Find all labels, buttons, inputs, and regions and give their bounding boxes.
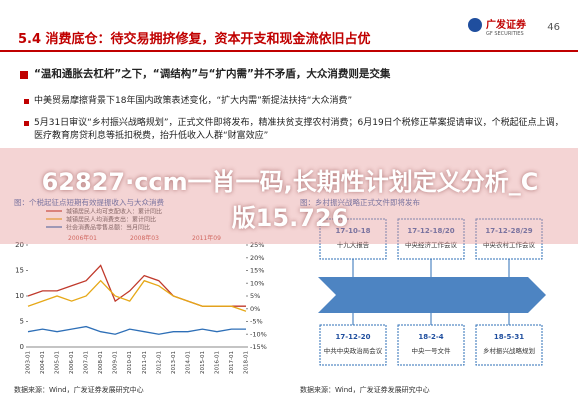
y-tick-label: 0 <box>20 343 24 351</box>
source: 数据来源：Wind，广发证券发展研究中心 <box>14 386 144 394</box>
logo-subtext: GF SECURITIES <box>486 31 524 37</box>
timeline-label: 十九大报告 <box>337 240 370 249</box>
timeline-box <box>319 218 387 260</box>
x-tick-label: 2008-01 <box>98 351 104 374</box>
timeline-date: 17-10-18 <box>335 227 370 235</box>
y-tick-label: 20 <box>15 241 24 249</box>
chart-caption: 图：乡村振兴战略正式文件即将发布 <box>300 198 420 207</box>
timeline-label: 中共中央政治局会议 <box>324 346 383 355</box>
annotation: 2006年01 <box>68 234 97 242</box>
source: 数据来源：Wind，广发证券发展研究中心 <box>300 386 430 394</box>
y2-tick-label: 5% <box>250 292 260 300</box>
series-line <box>27 264 246 307</box>
header: 5.4 消费底仓：待交易拥挤修复，资本开支和现金流依旧占优 广发证券 GF SE… <box>0 0 578 52</box>
bullet: 中美贸易摩擦背景下18年国内政策表述变化，“扩大内需”新提法扶持“大众消费” <box>24 95 564 108</box>
y2-tick-label: 15% <box>250 267 264 275</box>
x-tick-label: 2014-01 <box>185 351 191 374</box>
x-tick-label: 2007-01 <box>84 351 90 374</box>
watermark-band <box>0 148 578 244</box>
timeline-arrow <box>318 277 546 313</box>
x-tick-label: 2016-01 <box>214 351 220 374</box>
page-number: 46 <box>547 22 560 33</box>
slide-title: 5.4 消费底仓：待交易拥挤修复，资本开支和现金流依旧占优 <box>18 32 371 47</box>
x-tick-label: 2003-01 <box>26 351 32 374</box>
logo-mark <box>468 18 482 32</box>
annotation: 2008年03 <box>130 234 159 242</box>
y-tick-label: 15 <box>15 267 24 275</box>
y-tick-label: 10 <box>15 292 24 300</box>
bullet: 5月31日审议“乡村振兴战略规划”，正式文件即将发布，精准扶贫支撑农村消费；6月… <box>24 118 564 141</box>
x-tick-label: 2006-01 <box>69 351 75 374</box>
timeline-box <box>475 218 543 260</box>
timeline-date: 18-2-4 <box>418 333 443 341</box>
y2-tick-label: 20% <box>250 254 264 262</box>
x-tick-label: 2012-01 <box>156 351 162 374</box>
y2-tick-label: 25% <box>250 241 264 249</box>
timeline-date: 17-12-20 <box>335 333 370 341</box>
logo-text: 广发证券 <box>486 20 526 31</box>
y2-tick-label: -10% <box>250 330 267 338</box>
x-tick-label: 2009-01 <box>113 351 119 374</box>
timeline-label: 中央一号文件 <box>412 346 452 355</box>
x-tick-label: 2010-01 <box>127 351 133 374</box>
x-tick-label: 2004-01 <box>40 351 46 374</box>
timeline-label: 乡村振兴战略规划 <box>483 346 535 355</box>
watermark-text: 62827·ccm一肖一码,长期性计划定义分析_C版15.726 <box>41 168 539 232</box>
y2-tick-label: 0% <box>250 305 260 313</box>
legend-label: 城镇居民人均可支配收入：累计同比 <box>66 208 162 216</box>
timeline-box <box>397 324 465 366</box>
y-tick-label: 5 <box>20 318 24 326</box>
x-tick-label: 2015-01 <box>200 351 206 374</box>
timeline-date: 17-12-28/29 <box>485 227 532 235</box>
timeline-box <box>319 324 387 366</box>
line-chart: 城镇居民人均可支配收入：累计同比城镇居民人均消费支出：累计同比社会消费品零售总额… <box>15 208 267 374</box>
timeline-label: 中央经济工作会议 <box>405 240 458 249</box>
series-line <box>27 279 247 312</box>
timeline-date: 18-5-31 <box>494 333 524 341</box>
timeline-box <box>475 324 543 366</box>
y2-tick-label: -5% <box>250 318 263 326</box>
logo: 广发证券 GF SECURITIES <box>468 16 528 44</box>
legend-label: 城镇居民人均消费支出：累计同比 <box>66 216 156 224</box>
series-line <box>27 325 246 335</box>
x-tick-label: 2011-01 <box>142 351 148 374</box>
x-tick-label: 2013-01 <box>171 351 177 374</box>
x-tick-label: 2005-01 <box>55 351 61 374</box>
x-tick-label: 2018-01 <box>244 351 250 374</box>
chart-caption: 图：个税起征点短期有效提振收入与大众消费 <box>14 198 164 207</box>
annotation: 2011年09 <box>192 234 221 242</box>
timeline-label: 中央农村工作会议 <box>483 240 536 249</box>
y2-tick-label: -15% <box>250 343 267 351</box>
timeline: 17-10-18 十九大报告 17-12-18/20 中央经济工作会议 17-12-28… <box>318 218 546 366</box>
timeline-date: 17-12-18/20 <box>407 227 454 235</box>
bullet: “温和通胀去杠杆”之下，“调结构”与“扩内需”并不矛盾，大众消费则是交集 <box>20 68 564 81</box>
x-tick-label: 2017-01 <box>229 351 235 374</box>
y2-tick-label: 10% <box>250 279 264 287</box>
legend-label: 社会消费品零售总额：当月同比 <box>66 224 150 232</box>
